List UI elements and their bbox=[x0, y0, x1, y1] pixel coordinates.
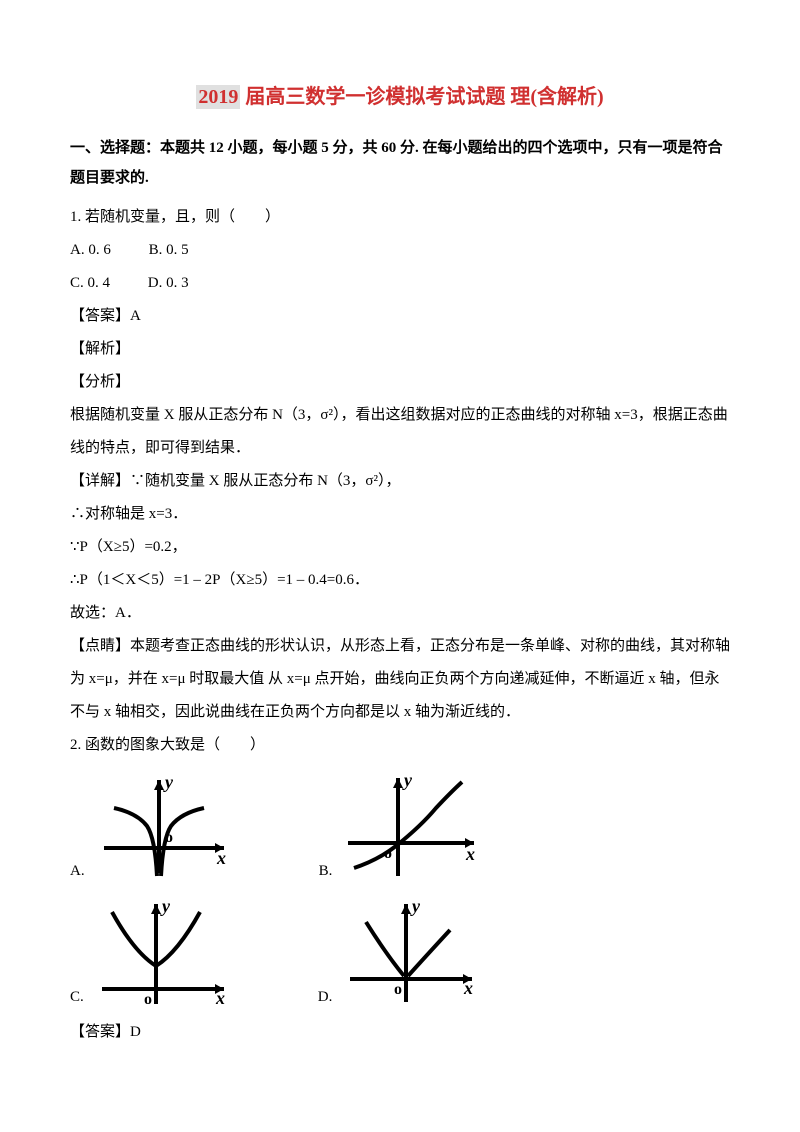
q1-xiangjie-5: 故选：A． bbox=[70, 597, 730, 630]
svg-text:y: y bbox=[163, 772, 174, 792]
q2-label-c: C. bbox=[70, 989, 84, 1006]
svg-text:x: x bbox=[463, 978, 473, 998]
svg-text:o: o bbox=[384, 845, 392, 862]
q1-fenxi-label: 【分析】 bbox=[70, 366, 730, 399]
title-rest: 届高三数学一诊模拟考试试题 理(含解析) bbox=[245, 86, 603, 108]
q1-option-a: A. 0. 6 bbox=[70, 234, 111, 267]
q2-label-d: D. bbox=[318, 989, 333, 1006]
svg-text:x: x bbox=[465, 844, 475, 864]
q1-options-row1: A. 0. 6 B. 0. 5 bbox=[70, 234, 730, 267]
q2-graph-row-1: A. y o x B. y o x bbox=[70, 768, 730, 888]
svg-text:y: y bbox=[160, 896, 171, 916]
q2-graph-row-2: C. y o x D. y o x bbox=[70, 894, 730, 1014]
q2-graph-b: y o x bbox=[336, 768, 486, 888]
q2-graph-a: y o x bbox=[89, 768, 239, 888]
q1-option-c: C. 0. 4 bbox=[70, 267, 110, 300]
q2-answer: 【答案】D bbox=[70, 1016, 730, 1049]
svg-text:x: x bbox=[216, 848, 226, 868]
q2-graph-c: y o x bbox=[88, 894, 238, 1014]
q2-stem: 2. 函数的图象大致是（ ） bbox=[70, 729, 730, 762]
q1-dianjing: 【点睛】本题考查正态曲线的形状认识，从形态上看，正态分布是一条单峰、对称的曲线，… bbox=[70, 630, 730, 729]
q1-xiangjie-3: ∵P（X≥5）=0.2， bbox=[70, 531, 730, 564]
svg-text:o: o bbox=[165, 829, 173, 846]
q2-label-b: B. bbox=[319, 863, 333, 880]
svg-text:o: o bbox=[394, 981, 402, 998]
q1-xiangjie-1: 【详解】∵随机变量 X 服从正态分布 N（3，σ²）， bbox=[70, 465, 730, 498]
q1-option-b: B. 0. 5 bbox=[149, 234, 189, 267]
svg-text:y: y bbox=[410, 896, 421, 916]
section-header: 一、选择题：本题共 12 小题，每小题 5 分，共 60 分. 在每小题给出的四… bbox=[70, 133, 730, 193]
q1-option-d: D. 0. 3 bbox=[148, 267, 189, 300]
page-title: 2019 届高三数学一诊模拟考试试题 理(含解析) bbox=[70, 80, 730, 109]
q1-options-row2: C. 0. 4 D. 0. 3 bbox=[70, 267, 730, 300]
q1-xiangjie-2: ∴对称轴是 x=3． bbox=[70, 498, 730, 531]
q1-jiexi: 【解析】 bbox=[70, 333, 730, 366]
q2-graph-d: y o x bbox=[336, 894, 486, 1014]
q1-fenxi-body: 根据随机变量 X 服从正态分布 N（3，σ²），看出这组数据对应的正态曲线的对称… bbox=[70, 399, 730, 465]
title-year: 2019 bbox=[196, 85, 240, 109]
svg-text:o: o bbox=[144, 991, 152, 1008]
q1-xiangjie-4: ∴P（1＜X＜5）=1 – 2P（X≥5）=1 – 0.4=0.6． bbox=[70, 564, 730, 597]
q1-answer: 【答案】A bbox=[70, 300, 730, 333]
svg-text:y: y bbox=[402, 770, 413, 790]
q2-label-a: A. bbox=[70, 863, 85, 880]
svg-text:x: x bbox=[215, 988, 225, 1008]
q1-stem: 1. 若随机变量，且，则（ ） bbox=[70, 201, 730, 234]
